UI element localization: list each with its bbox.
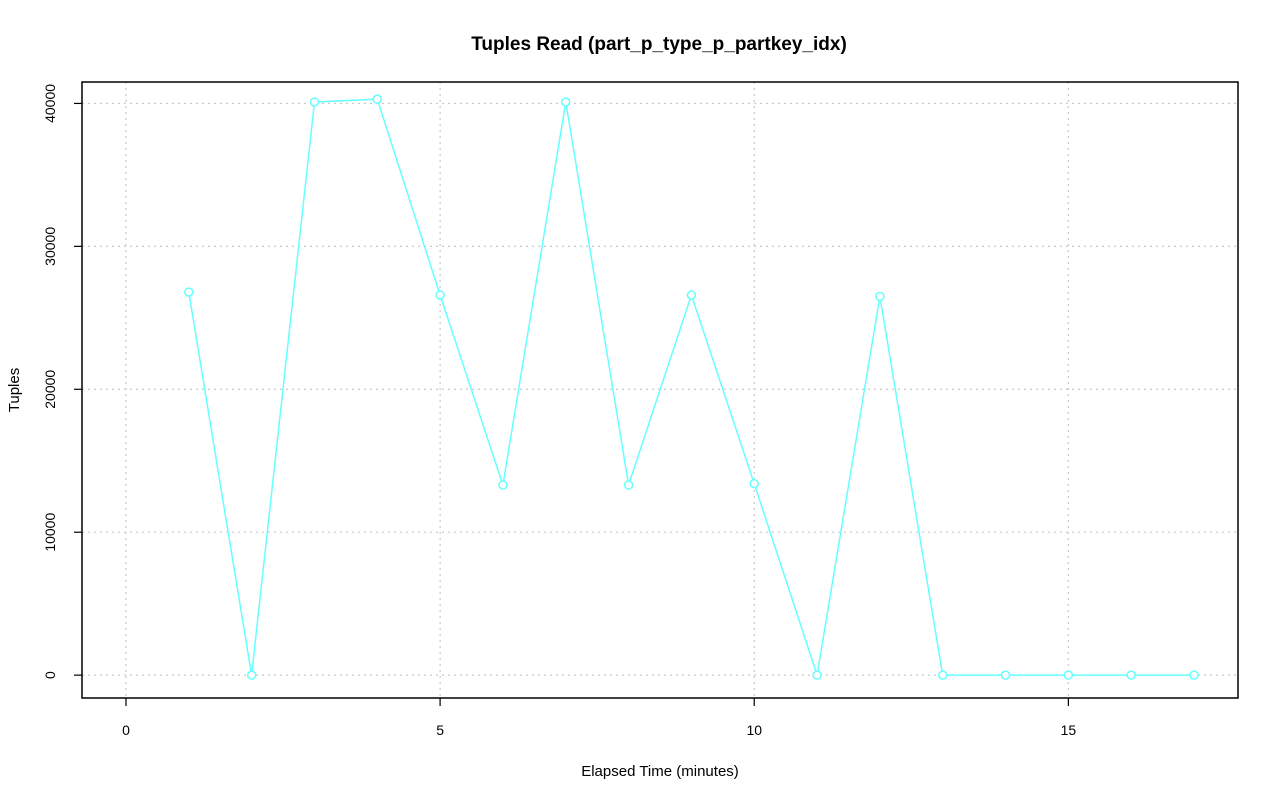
y-tick-label: 30000: [42, 227, 58, 266]
x-tick-label: 10: [746, 722, 762, 738]
y-tick-label: 40000: [42, 84, 58, 123]
data-point: [1189, 670, 1199, 680]
data-point: [498, 480, 508, 490]
data-point: [561, 97, 571, 107]
x-tick-label: 5: [436, 722, 444, 738]
data-point: [309, 97, 320, 107]
data-point: [184, 287, 194, 297]
data-point: [246, 670, 257, 680]
y-axis: 0 10000 20000 30000 40000: [42, 84, 82, 679]
x-axis-label: Elapsed Time (minutes): [581, 763, 739, 780]
chart-title: Tuples Read (part_p_type_p_partkey_idx): [471, 34, 847, 55]
data-point: [812, 670, 822, 680]
y-tick-label: 10000: [42, 513, 58, 552]
data-point: [937, 670, 948, 680]
data-point: [749, 478, 759, 489]
y-tick-label: 20000: [42, 370, 58, 409]
data-point: [435, 290, 445, 300]
data-point: [623, 480, 634, 490]
series-line: [188, 98, 1194, 676]
x-tick-label: 0: [122, 722, 130, 738]
y-axis-label: Tuples: [6, 368, 23, 412]
y-tick-label: 0: [42, 671, 58, 679]
data-point: [686, 290, 697, 300]
x-axis: 0 5 10 15: [122, 698, 1076, 738]
data-point: [875, 291, 885, 302]
plot-frame: [81, 81, 1239, 699]
x-tick-label: 15: [1061, 722, 1077, 738]
data-point: [1126, 670, 1136, 680]
data-point: [372, 94, 383, 104]
series-layer: [184, 94, 1199, 680]
data-point: [1000, 670, 1011, 680]
data-point: [1063, 670, 1074, 680]
